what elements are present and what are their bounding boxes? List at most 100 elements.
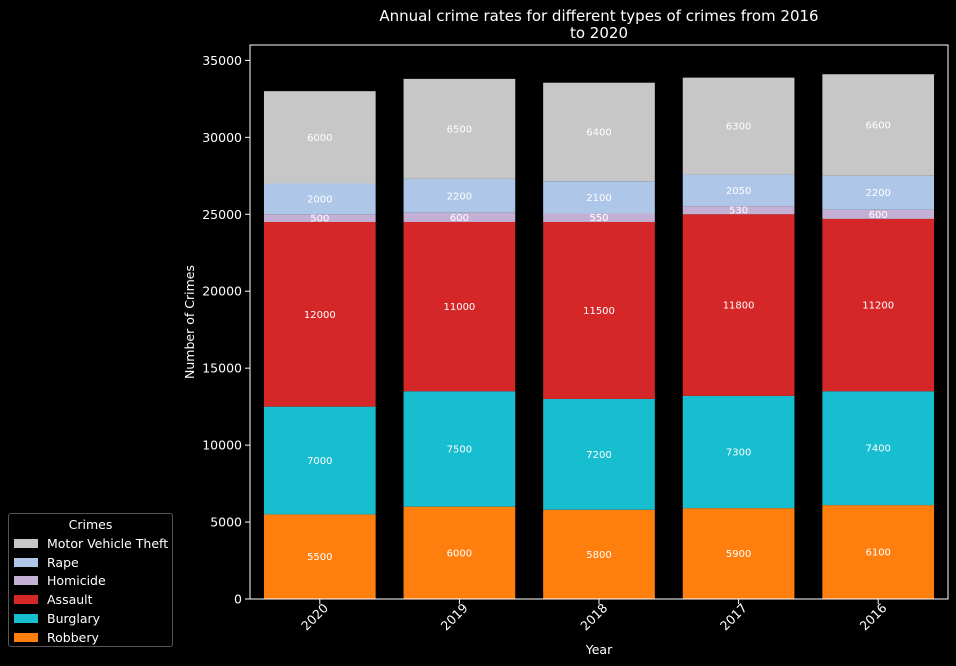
x-tick-label: 2016 bbox=[856, 600, 889, 633]
legend-swatch bbox=[14, 557, 38, 567]
data-label-robbery-2016: 6100 bbox=[865, 548, 890, 559]
data-label-rape-2016: 2200 bbox=[865, 188, 890, 199]
chart-title-line-2: to 2020 bbox=[570, 24, 628, 42]
y-tick-label: 35000 bbox=[202, 53, 242, 68]
legend-swatch bbox=[14, 614, 38, 624]
data-label-homicide-2017: 530 bbox=[729, 206, 748, 217]
data-label-homicide-2019: 600 bbox=[450, 213, 469, 224]
data-label-motor-vehicle-theft-2020: 6000 bbox=[307, 133, 332, 144]
data-label-homicide-2020: 500 bbox=[310, 214, 329, 225]
bar-motor-vehicle-theft-2020 bbox=[263, 91, 376, 184]
bar-motor-vehicle-theft-2018 bbox=[543, 82, 655, 182]
bar-rape-2019 bbox=[403, 178, 516, 213]
data-label-motor-vehicle-theft-2016: 6600 bbox=[865, 121, 890, 132]
bar-assault-2020 bbox=[263, 221, 376, 407]
bar-robbery-2017 bbox=[682, 508, 795, 599]
bar-homicide-2016 bbox=[822, 209, 935, 219]
data-label-assault-2016: 11200 bbox=[862, 301, 894, 312]
bar-assault-2016 bbox=[822, 218, 935, 392]
bar-robbery-2020 bbox=[263, 514, 376, 599]
data-label-assault-2017: 11800 bbox=[723, 301, 755, 312]
legend-label: Burglary bbox=[47, 611, 101, 627]
data-label-motor-vehicle-theft-2017: 6300 bbox=[726, 122, 751, 133]
legend: Crimes Motor Vehicle Theft Rape Homicide As… bbox=[8, 513, 173, 647]
bar-homicide-2020 bbox=[263, 214, 376, 222]
legend-label: Assault bbox=[47, 592, 93, 608]
legend-swatch bbox=[14, 632, 38, 642]
legend-item-homicide: Homicide bbox=[9, 572, 172, 591]
legend-item-rape: Rape bbox=[9, 553, 172, 572]
bar-motor-vehicle-theft-2019 bbox=[403, 78, 516, 179]
data-label-assault-2018: 11500 bbox=[583, 306, 615, 317]
data-label-rape-2017: 2050 bbox=[726, 186, 751, 197]
y-tick-label: 20000 bbox=[202, 284, 242, 299]
chart-title-line-1: Annual crime rates for different types o… bbox=[379, 7, 818, 25]
data-label-rape-2020: 2000 bbox=[307, 194, 332, 205]
bar-rape-2018 bbox=[543, 181, 655, 214]
data-label-robbery-2018: 5800 bbox=[586, 550, 611, 561]
y-tick-label: 10000 bbox=[202, 438, 242, 453]
data-label-assault-2020: 12000 bbox=[304, 310, 336, 321]
data-label-homicide-2018: 550 bbox=[589, 213, 608, 224]
data-label-robbery-2019: 6000 bbox=[447, 548, 472, 559]
y-tick-label: 0 bbox=[234, 592, 242, 607]
bar-assault-2018 bbox=[543, 221, 655, 399]
legend-swatch bbox=[14, 576, 38, 586]
bar-motor-vehicle-theft-2017 bbox=[682, 77, 795, 175]
bar-rape-2017 bbox=[682, 174, 795, 207]
y-tick-label: 25000 bbox=[202, 207, 242, 222]
bars-group: 5500 7000 12000 500 2000 6000 6000 7500 11000 600… bbox=[263, 74, 935, 599]
data-label-burglary-2017: 7300 bbox=[726, 448, 751, 459]
bar-burglary-2016 bbox=[822, 391, 935, 506]
y-tick-label: 5000 bbox=[210, 515, 242, 530]
x-axis-label: Year bbox=[585, 642, 613, 657]
legend-item-robbery: Robbery bbox=[9, 628, 172, 647]
data-label-robbery-2017: 5900 bbox=[726, 549, 751, 560]
x-tick-label: 2018 bbox=[577, 600, 610, 633]
data-label-burglary-2018: 7200 bbox=[586, 450, 611, 461]
data-label-homicide-2016: 600 bbox=[869, 210, 888, 221]
bar-motor-vehicle-theft-2016 bbox=[822, 74, 935, 176]
bar-burglary-2017 bbox=[682, 395, 795, 509]
x-tick-label: 2017 bbox=[717, 600, 750, 633]
legend-item-assault: Assault bbox=[9, 590, 172, 609]
y-axis-label: Number of Crimes bbox=[182, 265, 197, 379]
legend-label: Rape bbox=[47, 554, 79, 570]
bar-homicide-2017 bbox=[682, 206, 795, 215]
legend-item-motor-vehicle-theft: Motor Vehicle Theft bbox=[9, 534, 172, 553]
x-tick-label: 2020 bbox=[298, 600, 331, 633]
bar-burglary-2018 bbox=[543, 398, 655, 510]
data-label-burglary-2016: 7400 bbox=[865, 444, 890, 455]
data-label-rape-2019: 2200 bbox=[447, 191, 472, 202]
data-label-assault-2019: 11000 bbox=[443, 302, 475, 313]
legend-swatch bbox=[14, 538, 38, 548]
bar-rape-2020 bbox=[263, 183, 376, 215]
bar-homicide-2019 bbox=[403, 212, 516, 222]
data-label-burglary-2019: 7500 bbox=[447, 444, 472, 455]
legend-swatch bbox=[14, 595, 38, 605]
x-tick-label: 2019 bbox=[438, 600, 471, 633]
bar-assault-2019 bbox=[403, 221, 516, 392]
bar-robbery-2019 bbox=[403, 506, 516, 599]
data-label-rape-2018: 2100 bbox=[586, 193, 611, 204]
legend-item-burglary: Burglary bbox=[9, 609, 172, 628]
bar-homicide-2018 bbox=[543, 213, 655, 222]
data-label-motor-vehicle-theft-2019: 6500 bbox=[447, 124, 472, 135]
legend-items: Motor Vehicle Theft Rape Homicide Assault Bu… bbox=[9, 534, 172, 647]
data-label-motor-vehicle-theft-2018: 6400 bbox=[586, 127, 611, 138]
legend-title: Crimes bbox=[68, 517, 113, 532]
bar-burglary-2019 bbox=[403, 391, 516, 507]
y-tick-label: 30000 bbox=[202, 130, 242, 145]
data-label-burglary-2020: 7000 bbox=[307, 456, 332, 467]
legend-label: Robbery bbox=[47, 629, 99, 645]
bar-robbery-2016 bbox=[822, 505, 935, 599]
legend-label: Motor Vehicle Theft bbox=[47, 535, 169, 551]
data-label-robbery-2020: 5500 bbox=[307, 552, 332, 563]
bar-robbery-2018 bbox=[543, 509, 655, 599]
legend-label: Homicide bbox=[47, 573, 106, 589]
bar-rape-2016 bbox=[822, 175, 935, 210]
y-tick-label: 15000 bbox=[202, 361, 242, 376]
bar-assault-2017 bbox=[682, 214, 795, 396]
bar-burglary-2020 bbox=[263, 406, 376, 515]
